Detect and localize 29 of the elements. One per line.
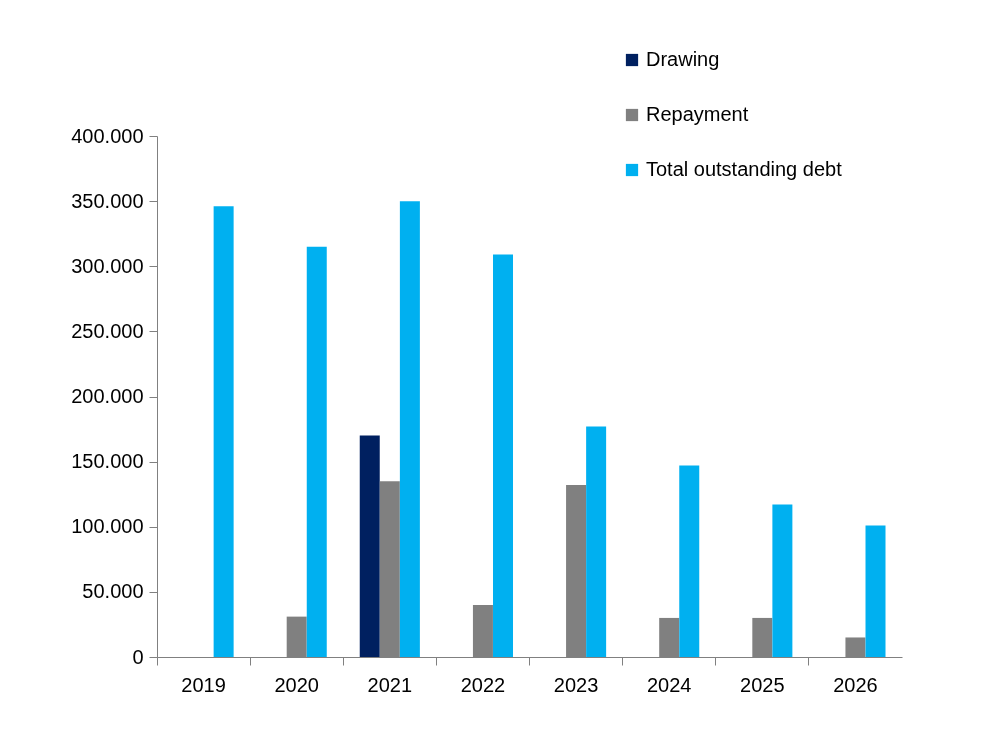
bar <box>865 525 886 657</box>
y-tick-label: 250.000 <box>71 319 144 342</box>
bar <box>493 254 514 657</box>
legend-label: Total outstanding debt <box>646 158 843 180</box>
y-tick-label: 150.000 <box>71 450 144 473</box>
bar <box>679 465 700 657</box>
bar <box>306 246 327 657</box>
bar <box>359 435 380 657</box>
y-tick-label: 400.000 <box>71 124 144 147</box>
bar <box>399 201 420 657</box>
y-tick-label: 50.000 <box>82 580 144 603</box>
legend-label: Repayment <box>646 103 749 125</box>
x-tick-label: 2022 <box>460 673 506 696</box>
bar <box>213 206 234 657</box>
y-tick-label: 350.000 <box>71 189 144 212</box>
x-tick-label: 2023 <box>553 673 599 696</box>
bar <box>772 504 793 657</box>
y-tick-label: 300.000 <box>71 254 144 277</box>
x-tick-label: 2026 <box>833 673 878 696</box>
x-tick-label: 2019 <box>181 673 226 696</box>
y-tick-label: 0 <box>132 645 144 668</box>
bar <box>586 426 607 657</box>
y-tick-label: 100.000 <box>71 515 144 538</box>
x-tick-label: 2020 <box>274 673 319 696</box>
x-tick-label: 2024 <box>646 673 692 696</box>
x-tick-label: 2025 <box>740 673 785 696</box>
legend-label: Drawing <box>646 48 720 70</box>
x-tick-label: 2021 <box>367 673 413 696</box>
y-tick-label: 200.000 <box>71 385 144 407</box>
